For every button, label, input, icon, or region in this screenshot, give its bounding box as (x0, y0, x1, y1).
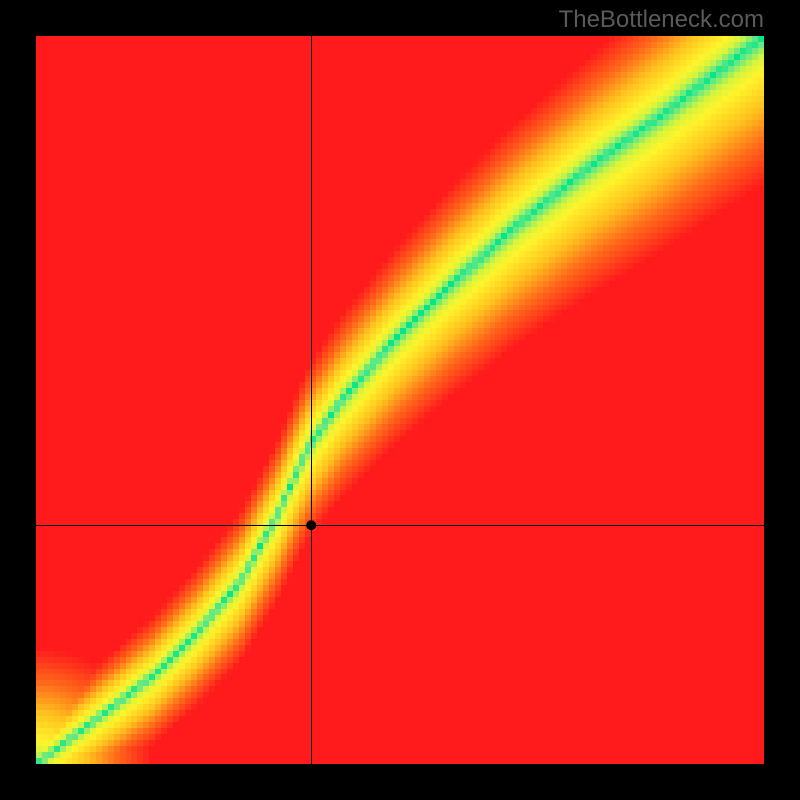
crosshair-overlay (0, 0, 800, 800)
watermark-text: TheBottleneck.com (559, 6, 764, 34)
chart-container: TheBottleneck.com (0, 0, 800, 800)
